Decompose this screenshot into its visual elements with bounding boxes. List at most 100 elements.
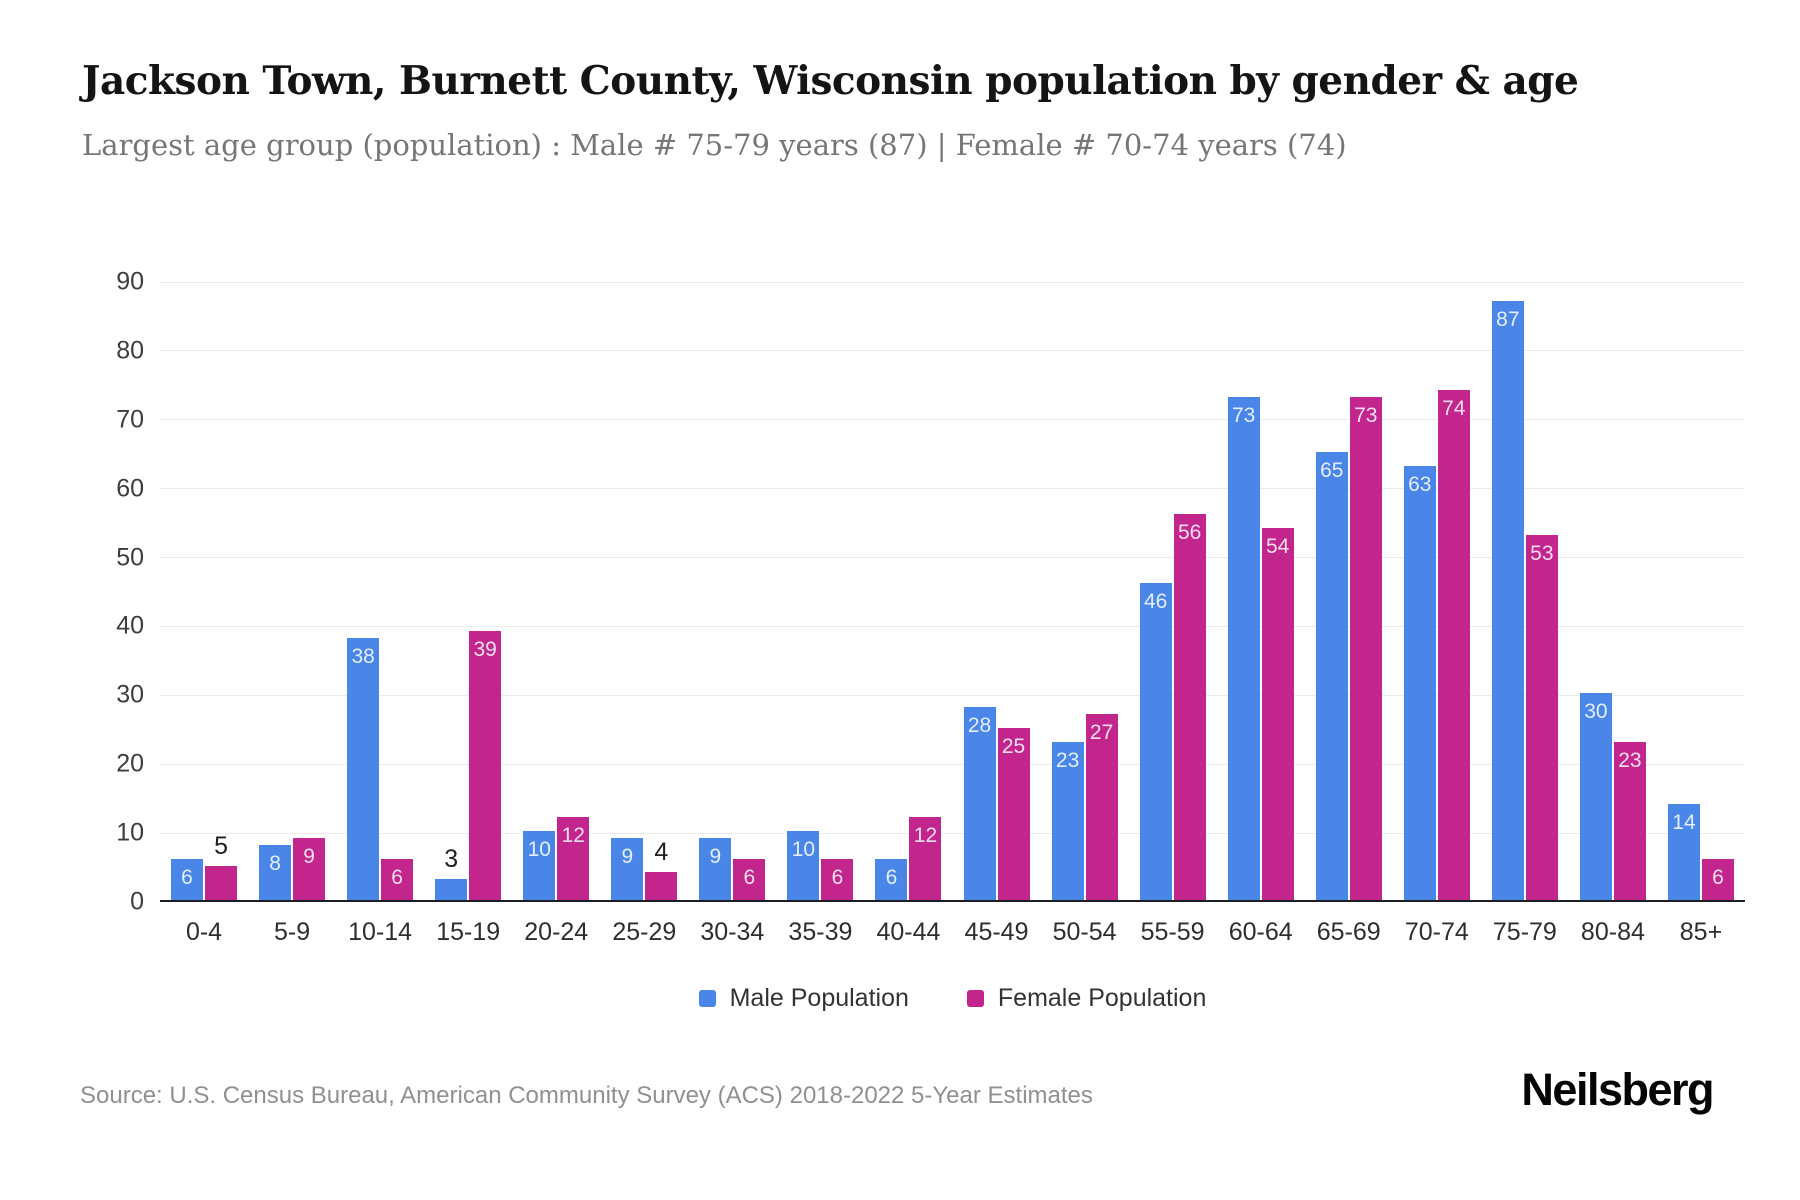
bar-female-50-54[interactable] (1085, 714, 1118, 900)
bar-value-label: 56 (1177, 521, 1202, 544)
bar-male-70-74[interactable] (1403, 466, 1436, 900)
bar-value-label: 12 (913, 824, 938, 847)
bar-female-40-44[interactable] (909, 817, 942, 900)
bar-female-55-59[interactable] (1173, 514, 1206, 900)
y-axis-tick-label: 90 (116, 267, 144, 296)
bar-value-label: 6 (391, 866, 403, 889)
bar-value-label: 6 (1712, 866, 1724, 889)
y-axis-tick-label: 10 (116, 818, 144, 847)
bar-female-20-24[interactable] (557, 817, 590, 900)
bar-male-40-44[interactable] (875, 859, 908, 900)
bar-value-label: 4 (654, 838, 669, 866)
bar-value-label: 28 (967, 714, 992, 737)
bar-male-75-79[interactable] (1491, 301, 1524, 900)
bar-male-30-34[interactable] (699, 838, 732, 900)
bar-value-label: 10 (791, 838, 816, 861)
x-axis-tick-label: 30-34 (700, 918, 765, 946)
chart-title: Jackson Town, Burnett County, Wisconsin … (82, 58, 1579, 104)
bar-female-80-84[interactable] (1613, 742, 1646, 900)
bar-value-label: 3 (444, 845, 459, 873)
bar-value-label: 9 (709, 845, 722, 868)
bar-male-60-64[interactable] (1227, 397, 1260, 900)
bar-male-10-14[interactable] (347, 638, 380, 900)
brand-logo: Neilsberg (1521, 1064, 1714, 1115)
bar-value-label: 30 (1584, 700, 1608, 723)
legend-item-female[interactable]: Female Population (966, 984, 1206, 1013)
bar-value-label: 65 (1320, 459, 1344, 482)
bar-male-45-49[interactable] (963, 707, 996, 900)
bar-female-65-69[interactable] (1349, 397, 1382, 900)
legend-swatch-icon (966, 990, 984, 1007)
bar-value-label: 73 (1232, 404, 1256, 427)
gridline-y-10 (160, 832, 1745, 834)
gridline-y-20 (160, 763, 1745, 765)
x-axis-tick-label: 20-24 (524, 918, 589, 946)
bar-female-45-49[interactable] (997, 728, 1030, 900)
y-axis-tick-label: 50 (116, 543, 144, 572)
bar-value-label: 6 (831, 866, 844, 889)
y-axis-tick-label: 70 (116, 405, 144, 434)
bar-value-label: 54 (1266, 535, 1290, 558)
bar-female-5-9[interactable] (293, 838, 326, 900)
x-axis-tick-label: 60-64 (1228, 918, 1293, 946)
bar-female-70-74[interactable] (1437, 390, 1470, 900)
x-axis-line (160, 900, 1745, 902)
bar-female-75-79[interactable] (1525, 535, 1558, 900)
bar-value-label: 8 (269, 852, 281, 875)
bar-value-label: 27 (1089, 721, 1114, 744)
bar-female-30-34[interactable] (733, 859, 766, 900)
bar-female-85+[interactable] (1701, 859, 1734, 900)
bar-male-65-69[interactable] (1315, 452, 1348, 900)
y-axis-tick-label: 80 (116, 336, 144, 365)
bar-male-50-54[interactable] (1051, 742, 1084, 900)
bar-value-label: 38 (351, 645, 375, 668)
legend: Male Population Female Population (160, 984, 1745, 1013)
plot-area: 0 10 20 30 40 50 60 70 80 90 6 5 0-4 8 9 5-9 38 6 10-14 3 39… (116, 268, 1745, 946)
gridline-y-30 (160, 694, 1745, 696)
bar-value-label: 5 (214, 832, 228, 860)
bar-male-0-4[interactable] (171, 859, 204, 900)
legend-label: Male Population (729, 984, 909, 1012)
x-axis-tick-label: 75-79 (1492, 918, 1557, 946)
bar-value-label: 63 (1408, 473, 1432, 496)
bar-value-label: 39 (473, 638, 497, 661)
legend-swatch-icon (698, 990, 716, 1007)
bar-female-35-39[interactable] (821, 859, 854, 900)
legend-item-male[interactable]: Male Population (698, 984, 909, 1013)
bar-male-35-39[interactable] (787, 831, 820, 900)
bar-female-15-19[interactable] (469, 631, 502, 900)
bar-male-55-59[interactable] (1139, 583, 1172, 900)
bar-male-25-29[interactable] (611, 838, 644, 900)
bar-female-0-4[interactable] (205, 866, 238, 900)
bar-value-label: 23 (1618, 749, 1642, 772)
bar-female-25-29[interactable] (645, 872, 678, 900)
source-note: Source: U.S. Census Bureau, American Com… (80, 1082, 1093, 1109)
bar-male-85+[interactable] (1667, 804, 1700, 900)
x-axis-tick-label: 25-29 (612, 918, 677, 946)
bar-male-5-9[interactable] (259, 845, 292, 900)
bar-value-label: 25 (1001, 735, 1026, 758)
x-axis-tick-label: 0-4 (185, 918, 223, 946)
bar-female-10-14[interactable] (381, 859, 414, 900)
x-axis-tick-label: 55-59 (1140, 918, 1205, 946)
x-axis-tick-label: 10-14 (348, 918, 413, 946)
bar-value-label: 6 (181, 866, 193, 889)
bar-value-label: 46 (1143, 590, 1168, 613)
x-axis-tick-label: 70-74 (1404, 918, 1469, 946)
bar-value-label: 53 (1530, 542, 1554, 565)
y-axis-tick-label: 0 (130, 887, 144, 916)
x-axis-tick-label: 40-44 (876, 918, 941, 946)
x-axis-tick-label: 80-84 (1580, 918, 1645, 946)
bar-male-15-19[interactable] (435, 879, 468, 900)
bar-male-80-84[interactable] (1579, 693, 1612, 900)
gridline-y-70 (160, 419, 1745, 421)
bar-value-label: 14 (1672, 811, 1696, 834)
bar-value-label: 87 (1496, 308, 1520, 331)
bar-value-label: 23 (1055, 749, 1080, 772)
bar-male-20-24[interactable] (523, 831, 556, 900)
gridline-y-60 (160, 488, 1745, 490)
x-axis-tick-label: 65-69 (1316, 918, 1381, 946)
bar-female-60-64[interactable] (1261, 528, 1294, 900)
gridline-y-50 (160, 557, 1745, 559)
